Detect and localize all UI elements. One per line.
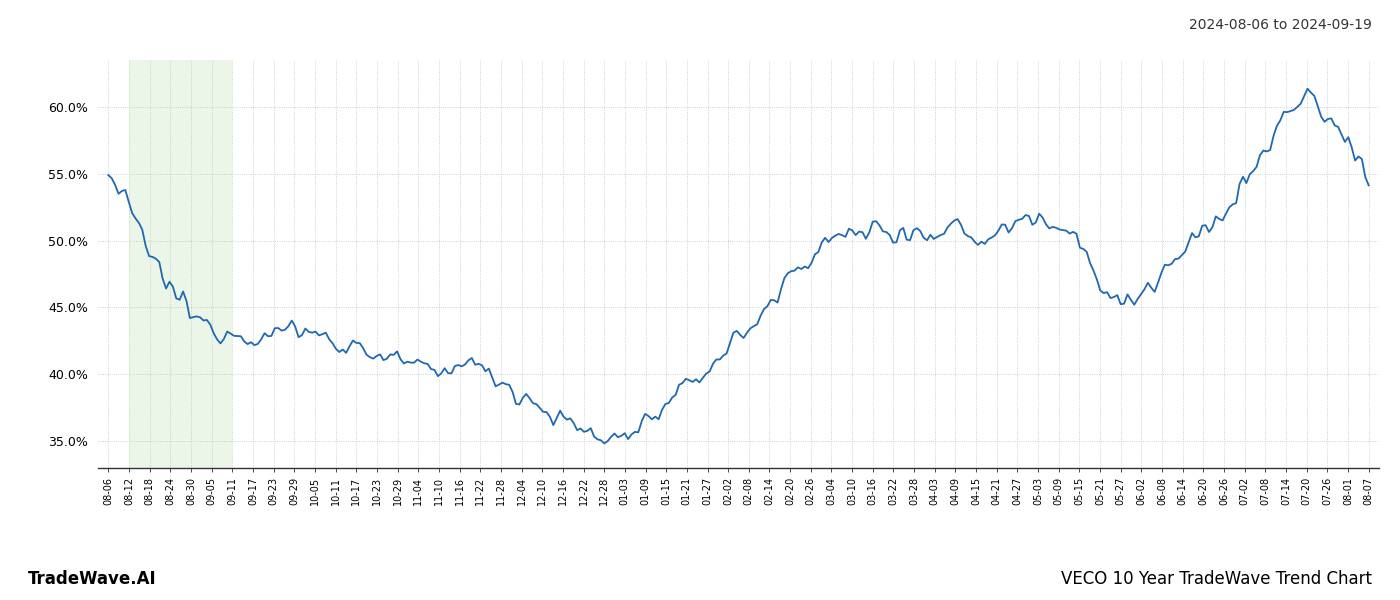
Text: VECO 10 Year TradeWave Trend Chart: VECO 10 Year TradeWave Trend Chart [1061, 570, 1372, 588]
Text: TradeWave.AI: TradeWave.AI [28, 570, 157, 588]
Bar [129, 60, 232, 468]
Text: 2024-08-06 to 2024-09-19: 2024-08-06 to 2024-09-19 [1189, 18, 1372, 32]
